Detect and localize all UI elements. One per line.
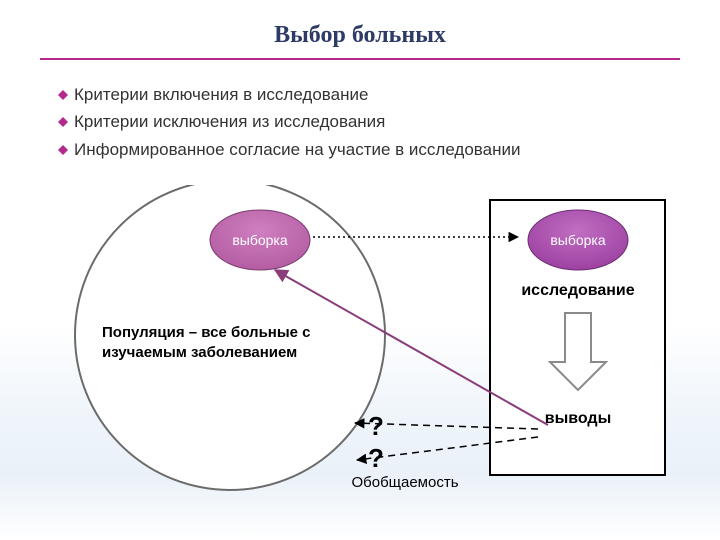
question-mark: ? (368, 443, 384, 473)
bullet-text: Критерии исключения из исследования (74, 111, 658, 132)
question-mark: ? (368, 411, 384, 441)
study-label: исследование (521, 282, 634, 299)
bullet-list: Критерии включения в исследование Критери… (58, 84, 658, 166)
bullet-item: Информированное согласие на участие в ис… (58, 139, 658, 160)
diamond-bullet-icon (58, 145, 74, 155)
title-underline (40, 58, 680, 60)
bullet-text: Критерии включения в исследование (74, 84, 658, 105)
sample-oval-right-label: выборка (550, 232, 606, 248)
bullet-item: Критерии включения в исследование (58, 84, 658, 105)
generalizability-label: Обобщаемость (351, 474, 458, 491)
diagram-svg: выборкавыборкаПопуляция – все больные си… (50, 185, 670, 525)
diamond-bullet-icon (58, 117, 74, 127)
conclusions-label: выводы (545, 410, 612, 427)
diagram: выборкавыборкаПопуляция – все больные си… (50, 185, 670, 525)
bullet-item: Критерии исключения из исследования (58, 111, 658, 132)
bullet-text: Информированное согласие на участие в ис… (74, 139, 658, 160)
slide-title: Выбор больных (0, 22, 720, 49)
sample-oval-left-label: выборка (232, 232, 288, 248)
slide: Выбор больных Критерии включения в иссле… (0, 0, 720, 540)
diamond-bullet-icon (58, 90, 74, 100)
